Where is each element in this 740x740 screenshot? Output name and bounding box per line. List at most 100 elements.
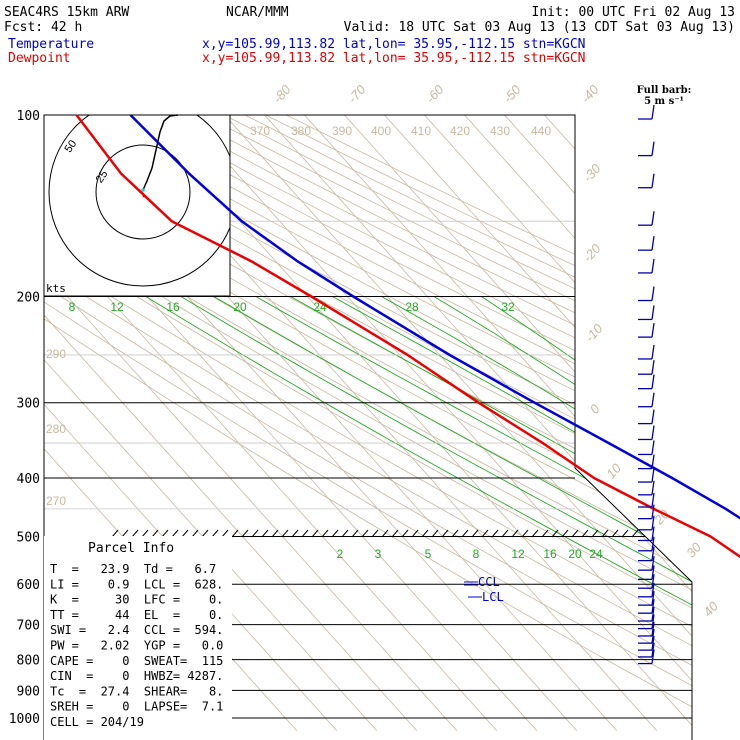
hatch-mark xyxy=(601,529,609,538)
hatch-mark xyxy=(341,529,349,538)
moist-adiabat-line xyxy=(145,296,692,732)
dry-adiabat-line xyxy=(99,115,692,732)
isotherm-line xyxy=(504,115,692,732)
pressure-tick-label: 1000 xyxy=(9,712,40,727)
wind-barb-staff xyxy=(651,236,655,251)
dry-adiabat-line xyxy=(44,115,692,732)
frame-outline xyxy=(44,114,693,740)
theta-label: 420 xyxy=(450,124,470,138)
pressure-tick-label: 200 xyxy=(17,291,40,306)
parcel-info-row: Tc = 27.4 SHEAR= 8. xyxy=(50,684,223,698)
wind-barb xyxy=(638,258,655,274)
mixing-ratio-labels: 8 12 16 20 24 28 322 3 5 8 12 16 20 24 xyxy=(69,300,603,561)
wind-barbs xyxy=(638,104,655,665)
hatch-mark xyxy=(121,529,129,538)
isotherm-line xyxy=(264,115,692,732)
wind-barb xyxy=(638,286,655,302)
wind-barb-staff xyxy=(651,173,655,188)
mixing-ratio-label: 20 xyxy=(568,547,582,561)
mixing-ratio-label: 8 xyxy=(473,547,480,561)
isotherm-line xyxy=(44,115,418,732)
wind-barb xyxy=(638,504,655,520)
hatch-mark xyxy=(331,529,339,538)
hatch-mark xyxy=(421,529,429,538)
hatch-mark xyxy=(451,529,459,538)
dry-adiabat-line xyxy=(44,115,692,732)
isotherm-line xyxy=(44,115,458,732)
wind-barb-staff xyxy=(651,374,655,389)
theta-label: 380 xyxy=(291,124,311,138)
wind-barb-staff xyxy=(651,258,655,274)
hatch-mark xyxy=(521,529,529,538)
center-label: NCAR/MMM xyxy=(226,5,289,20)
valid-time: Valid: 18 UTC Sat 03 Aug 13 (13 CDT Sat … xyxy=(344,20,735,35)
hatch-mark xyxy=(441,529,449,538)
moist-adiabat-line xyxy=(213,296,692,732)
hatch-mark xyxy=(351,529,359,538)
mixing-ratio-label: 12 xyxy=(110,300,124,314)
forecast-hour: Fcst: 42 h xyxy=(4,20,82,35)
wind-barb-staff xyxy=(651,536,655,551)
isotherm-label: -30 xyxy=(580,160,604,185)
theta-label: 270 xyxy=(46,494,66,508)
pressure-tick-label: 100 xyxy=(17,109,40,124)
wind-barb-staff xyxy=(651,440,655,455)
wind-barb xyxy=(638,565,655,580)
wind-barb xyxy=(638,574,655,589)
hodograph: 25 50 kts xyxy=(43,114,231,297)
wind-barb xyxy=(638,556,655,571)
wind-barb xyxy=(638,629,655,644)
hatch-mark xyxy=(541,529,549,538)
dry-adiabat-line xyxy=(244,115,692,732)
wind-barb-staff xyxy=(651,392,655,407)
wind-barb xyxy=(638,614,655,630)
hodograph-unit: kts xyxy=(46,282,66,295)
wind-barb xyxy=(638,526,655,542)
hodograph-ring-label-25: 25 xyxy=(94,168,111,185)
wind-barb-staff xyxy=(651,582,655,597)
wind-barb xyxy=(638,236,655,251)
wind-barb-staff xyxy=(651,556,655,571)
wind-barb xyxy=(638,606,655,622)
dry-adiabat-line xyxy=(44,115,692,732)
wind-barb-staff xyxy=(651,467,655,483)
mixing-ratio-label: 2 xyxy=(337,547,344,561)
theta-labels: 370 380 390 400 410 420 430 440 290 280 270 xyxy=(46,124,551,508)
isotherm-label: -70 xyxy=(345,81,369,106)
wind-barb-staff xyxy=(651,305,655,320)
temperature-legend: Temperature xyxy=(8,37,94,52)
isotherm-line xyxy=(224,115,692,732)
parcel-info-row: SWI = 2.4 CCL = 594. xyxy=(50,623,223,637)
wind-barb-staff xyxy=(651,614,655,629)
dry-adiabat-line xyxy=(182,115,692,732)
init-time: Init: 00 UTC Fri 02 Aug 13 xyxy=(532,5,736,20)
isotherm-label: 30 xyxy=(683,539,704,560)
theta-label: 430 xyxy=(490,124,510,138)
mixing-ratio-label: 8 xyxy=(69,300,76,314)
dry-adiabat-line xyxy=(44,115,692,732)
wind-barb-staff xyxy=(651,454,655,469)
hatch-mark xyxy=(281,529,289,538)
hatch-mark xyxy=(481,529,489,538)
hatch-mark xyxy=(321,529,329,538)
wind-barb-staff xyxy=(651,574,655,589)
parcel-info-panel: Parcel Info T = 23.9 Td = 6.7LI = 0.9 LC… xyxy=(44,536,232,740)
wind-barb-staff xyxy=(651,599,655,614)
dewpoint-location: x,y=105.99,113.82 lat,lon= 35.95,-112.15… xyxy=(202,51,586,66)
dry-adiabat-line xyxy=(44,115,692,732)
wind-barb xyxy=(638,344,655,360)
pressure-tick-label: 800 xyxy=(17,654,40,669)
parcel-info-row: K = 30 LFC = 0. xyxy=(50,593,223,607)
wind-barb-staff xyxy=(651,606,655,622)
ccl-label: CCL xyxy=(478,575,500,589)
wind-barb-staff xyxy=(651,141,655,156)
hatch-mark xyxy=(291,529,299,538)
wind-barb-staff xyxy=(651,344,655,360)
hatch-mark xyxy=(271,529,279,538)
dry-adiabat-line xyxy=(58,115,692,732)
hatch-mark xyxy=(621,529,629,538)
dry-adiabat-line xyxy=(44,115,692,732)
hatch-mark xyxy=(231,529,239,538)
parcel-info-title: Parcel Info xyxy=(88,541,174,556)
